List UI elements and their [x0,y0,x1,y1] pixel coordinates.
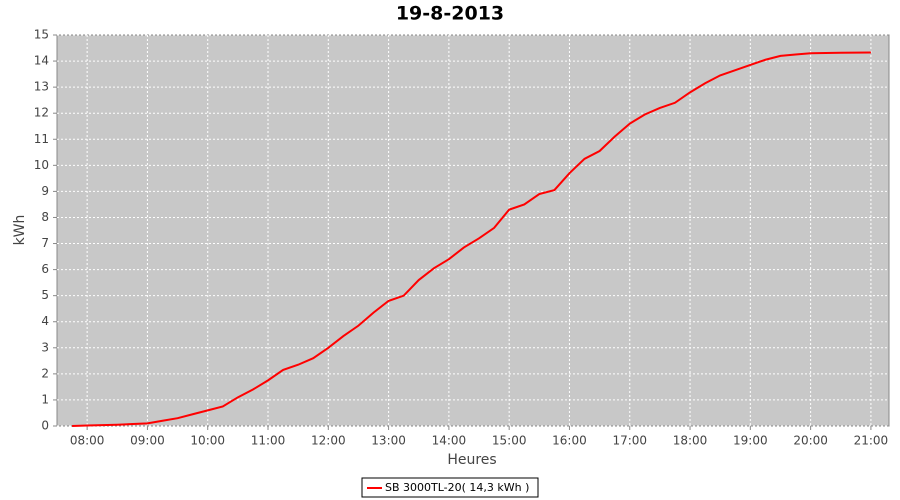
x-tick-label: 13:00 [371,434,406,448]
x-tick-label: 21:00 [854,434,889,448]
x-tick-label: 11:00 [251,434,286,448]
x-tick-label: 20:00 [793,434,828,448]
y-tick-label: 9 [41,184,49,198]
y-tick-label: 10 [34,158,49,172]
plot-area [56,34,890,427]
y-tick-label: 0 [41,419,49,433]
legend-box [361,477,539,498]
x-tick-label: 12:00 [311,434,346,448]
x-tick-label: 08:00 [70,434,105,448]
x-tick-label: 15:00 [492,434,527,448]
series-line [72,51,871,427]
y-tick-label: 12 [34,106,49,120]
x-tick-label: 16:00 [552,434,587,448]
y-tick-label: 14 [34,54,49,68]
y-tick-label: 1 [41,392,49,406]
x-tick-label: 09:00 [130,434,165,448]
y-tick-label: 4 [41,314,49,328]
y-tick-label: 2 [41,366,49,380]
x-tick-label: 14:00 [432,434,467,448]
y-tick-label: 8 [41,210,49,224]
y-tick-label: 3 [41,340,49,354]
y-tick-label: 7 [41,236,49,250]
y-tick-label: 5 [41,288,49,302]
y-tick-label: 15 [34,28,49,42]
chart-title: 19-8-2013 [396,3,504,25]
x-axis-label: Heures [447,452,496,468]
y-axis-label: kWh [12,215,28,246]
y-tick-label: 6 [41,262,49,276]
x-tick-label: 10:00 [190,434,225,448]
x-tick-label: 17:00 [612,434,647,448]
y-tick-label: 11 [34,132,49,146]
legend-label: SB 3000TL-20( 14,3 kWh ) [385,481,529,494]
x-tick-label: 19:00 [733,434,768,448]
x-tick-label: 18:00 [673,434,708,448]
y-tick-label: 13 [34,80,49,94]
